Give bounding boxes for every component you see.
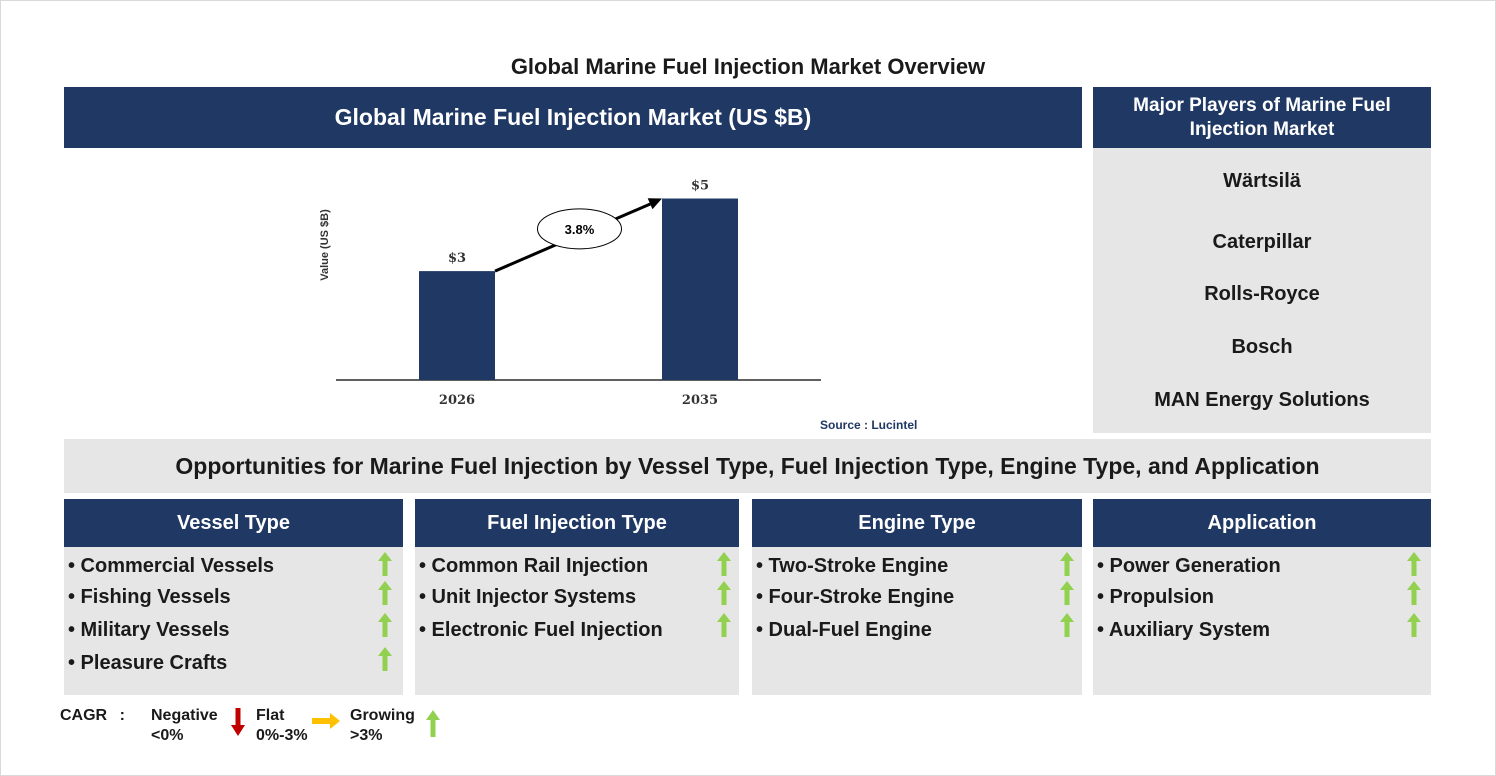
- market-bar-chart: Value (US $B) $3 2026 $5 2035 3.8%: [319, 179, 821, 408]
- legend-flat: Flat 0%-3%: [256, 706, 308, 746]
- segment-item: • Military Vessels: [68, 619, 230, 641]
- segment-item: • Auxiliary System: [1097, 619, 1271, 641]
- up-arrow-icon: [1407, 581, 1421, 605]
- segment-item: • Fishing Vessels: [68, 586, 231, 608]
- bar-2026: [419, 271, 495, 380]
- up-arrow-icon: [1060, 613, 1074, 637]
- legend-negative-range: <0%: [151, 727, 184, 744]
- cagr-label: 3.8%: [565, 222, 595, 237]
- up-arrow-icon: [378, 647, 392, 671]
- bar-2035: [662, 198, 738, 380]
- up-arrow-icon: [1060, 581, 1074, 605]
- segment-vessel-type: Vessel Type • Commercial Vessels • Fishi…: [64, 499, 403, 695]
- legend-growing-label: Growing: [350, 707, 415, 724]
- source-note: Source : Lucintel: [820, 418, 918, 432]
- up-arrow-icon: [426, 710, 440, 737]
- segment-item: • Power Generation: [1097, 555, 1281, 577]
- legend-negative: Negative <0%: [151, 706, 218, 746]
- data-label: $3: [448, 251, 466, 266]
- segment-header: Fuel Injection Type: [415, 499, 739, 547]
- up-arrow-icon: [1407, 613, 1421, 637]
- up-arrow-icon: [717, 581, 731, 605]
- legend-negative-label: Negative: [151, 707, 218, 724]
- x-tick-label: 2035: [682, 393, 718, 408]
- up-arrow-icon: [717, 613, 731, 637]
- up-arrow-icon: [378, 552, 392, 576]
- opportunities-banner: Opportunities for Marine Fuel Injection …: [64, 439, 1431, 493]
- segment-fuel-injection-type: Fuel Injection Type • Common Rail Inject…: [415, 499, 739, 695]
- segment-item: • Two-Stroke Engine: [756, 555, 949, 577]
- market-chart-header: Global Marine Fuel Injection Market (US …: [64, 87, 1082, 148]
- up-arrow-icon: [1060, 552, 1074, 576]
- players-header-label: Major Players of Marine Fuel Injection M…: [1133, 94, 1391, 140]
- legend-growing-range: >3%: [350, 727, 383, 744]
- cagr-bubble: [537, 208, 622, 250]
- legend-flat-range: 0%-3%: [256, 727, 308, 744]
- up-arrow-icon: [717, 552, 731, 576]
- down-arrow-icon: [231, 708, 245, 736]
- segment-item: • Commercial Vessels: [68, 555, 275, 577]
- segment-body: • Commercial Vessels • Fishing Vessels •…: [64, 547, 403, 695]
- up-arrow-icon: [378, 613, 392, 637]
- up-arrow-icon: [378, 581, 392, 605]
- legend-cagr-label: CAGR :: [60, 706, 125, 726]
- x-tick-label: 2026: [439, 393, 475, 408]
- legend-flat-label: Flat: [256, 707, 285, 724]
- player-item: Bosch: [1231, 336, 1293, 358]
- segment-item: • Unit Injector Systems: [419, 586, 637, 608]
- segment-header: Engine Type: [752, 499, 1082, 547]
- player-item: Caterpillar: [1212, 231, 1312, 253]
- segment-item: • Common Rail Injection: [419, 555, 649, 577]
- legend-separator: :: [119, 707, 125, 724]
- segment-body: • Power Generation • Propulsion • Auxili…: [1093, 547, 1431, 695]
- players-header: Major Players of Marine Fuel Injection M…: [1093, 87, 1431, 148]
- segment-body: • Common Rail Injection • Unit Injector …: [415, 547, 739, 695]
- segment-engine-type: Engine Type • Two-Stroke Engine • Four-S…: [752, 499, 1082, 695]
- segment-application: Application • Power Generation • Propuls…: [1093, 499, 1431, 695]
- segment-body: • Two-Stroke Engine • Four-Stroke Engine…: [752, 547, 1082, 695]
- page-title: Global Marine Fuel Injection Market Over…: [510, 54, 986, 79]
- up-arrow-icon: [1407, 552, 1421, 576]
- y-axis-label: Value (US $B): [319, 209, 331, 281]
- player-item: Wärtsilä: [1223, 170, 1301, 192]
- segment-item: • Electronic Fuel Injection: [419, 619, 663, 641]
- right-arrow-icon: [312, 713, 340, 729]
- segment-item: • Propulsion: [1097, 586, 1215, 608]
- cagr-arrow-head: [647, 198, 662, 210]
- players-panel: Wärtsilä Caterpillar Rolls-Royce Bosch M…: [1093, 148, 1431, 433]
- segment-item: • Dual-Fuel Engine: [756, 619, 932, 641]
- segment-item: • Four-Stroke Engine: [756, 586, 955, 608]
- legend-cagr-text: CAGR: [60, 707, 108, 724]
- segment-header: Application: [1093, 499, 1431, 547]
- segment-item: • Pleasure Crafts: [68, 652, 228, 674]
- segment-header: Vessel Type: [64, 499, 403, 547]
- legend-growing: Growing >3%: [350, 706, 415, 746]
- player-item: Rolls-Royce: [1204, 283, 1320, 305]
- player-item: MAN Energy Solutions: [1154, 389, 1370, 411]
- data-label: $5: [691, 179, 709, 194]
